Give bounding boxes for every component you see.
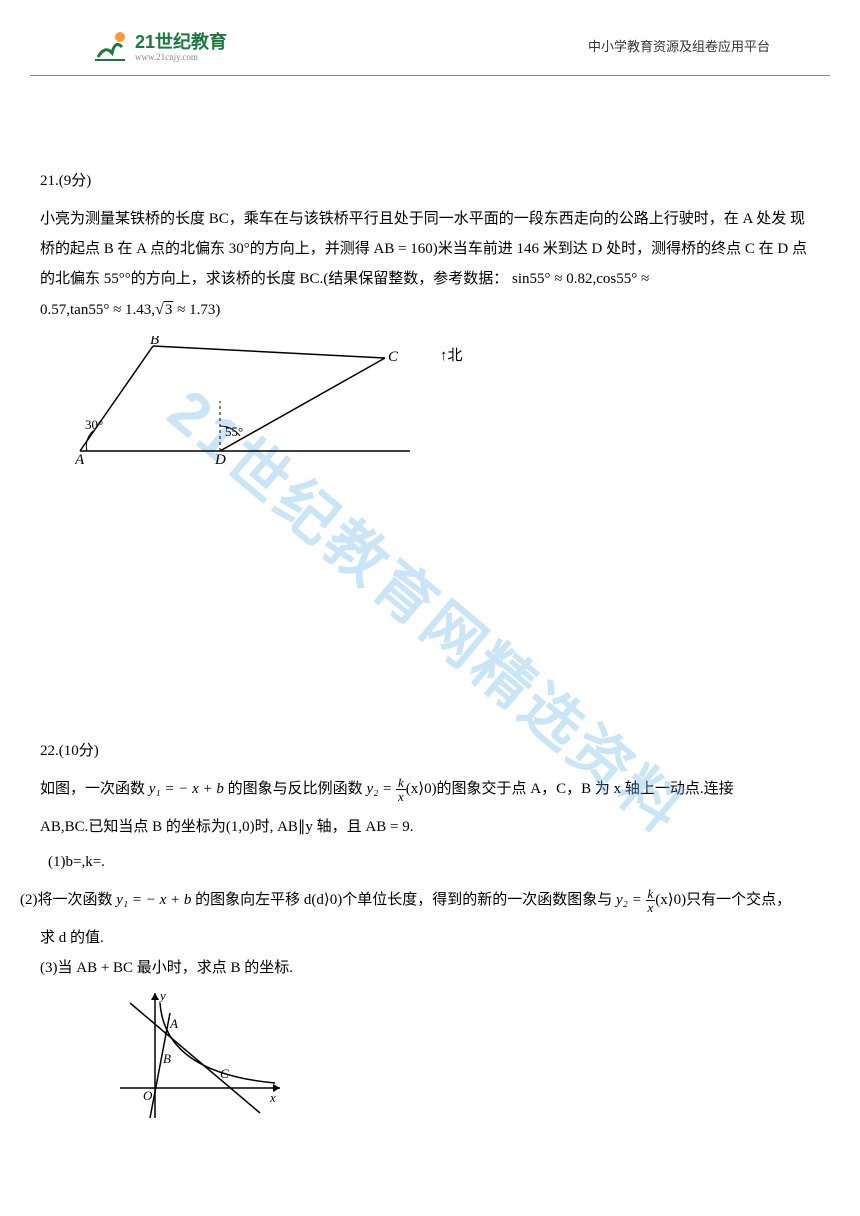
svg-text:B: B	[150, 336, 159, 348]
p22-sub3: (3)当 AB + BC 最小时，求点 B 的坐标.	[40, 953, 810, 983]
p22-l1-mid: 的图象与反比例函数	[224, 781, 367, 797]
logo-icon	[90, 25, 130, 65]
page-content: 21.(9分) 小亮为测量某铁桥的长度 BC，乘车在与该铁桥平行且处于同一水平面…	[0, 76, 860, 1148]
svg-text:O: O	[143, 1088, 153, 1103]
diagram-bridge: B C A D 30° 55° ↑北	[75, 336, 475, 466]
problem-21-text: 小亮为测量某铁桥的长度 BC，乘车在与该铁桥平行且处于同一水平面的一段东西走向的…	[40, 204, 810, 326]
north-indicator: ↑北	[440, 341, 463, 371]
problem-22-number: 22.(10分)	[40, 736, 810, 766]
problem-22-text: 如图，一次函数 y₁ = − x + b 的图象与反比例函数 y₂ = kx(x…	[40, 774, 810, 804]
p22-l1-pre: 如图，一次函数	[40, 781, 149, 797]
svg-text:55°: 55°	[225, 424, 243, 439]
svg-text:B: B	[163, 1051, 171, 1066]
p22-y1: y₁ = − x + b	[149, 781, 224, 797]
svg-text:C: C	[388, 349, 399, 365]
page-header: 21世纪教育 www.21cnjy.com 中小学教育资源及组卷应用平台	[30, 0, 830, 76]
svg-text:A: A	[169, 1016, 178, 1031]
svg-text:A: A	[75, 452, 85, 466]
logo-text: 21世纪教育	[135, 28, 227, 54]
p22-sub2: (2)将一次函数 y₁ = − x + b 的图象向左平移 d(d⟩0)个单位长…	[20, 885, 810, 915]
svg-text:D: D	[214, 452, 226, 466]
p21-line4: 0.57,tan55° ≈ 1.43,3 ≈ 1.73)	[40, 302, 220, 318]
diagram-function: y A B C O x	[115, 988, 295, 1128]
logo: 21世纪教育 www.21cnjy.com	[90, 25, 227, 65]
svg-text:C: C	[220, 1066, 229, 1081]
p22-sub2-end: 求 d 的值.	[40, 923, 810, 953]
svg-text:30°: 30°	[85, 417, 103, 432]
svg-text:x: x	[269, 1090, 276, 1105]
p22-y2: y₂ = kx	[366, 781, 405, 797]
p21-line1: 小亮为测量某铁桥的长度 BC，乘车在与该铁桥平行且处于同一水平面的一段东西走向的…	[40, 211, 786, 227]
p22-sub1: (1)b=,k=.	[48, 847, 810, 877]
p22-line2: AB,BC.已知当点 B 的坐标为(1,0)时, AB∥y 轴，且 AB = 9…	[40, 812, 810, 842]
p22-l1-post: (x⟩0)的图象交于点 A，C，B 为 x 轴上一动点.连接	[406, 781, 734, 797]
problem-21-number: 21.(9分)	[40, 166, 810, 196]
header-right-text: 中小学教育资源及组卷应用平台	[588, 36, 770, 55]
svg-text:y: y	[158, 988, 166, 1003]
